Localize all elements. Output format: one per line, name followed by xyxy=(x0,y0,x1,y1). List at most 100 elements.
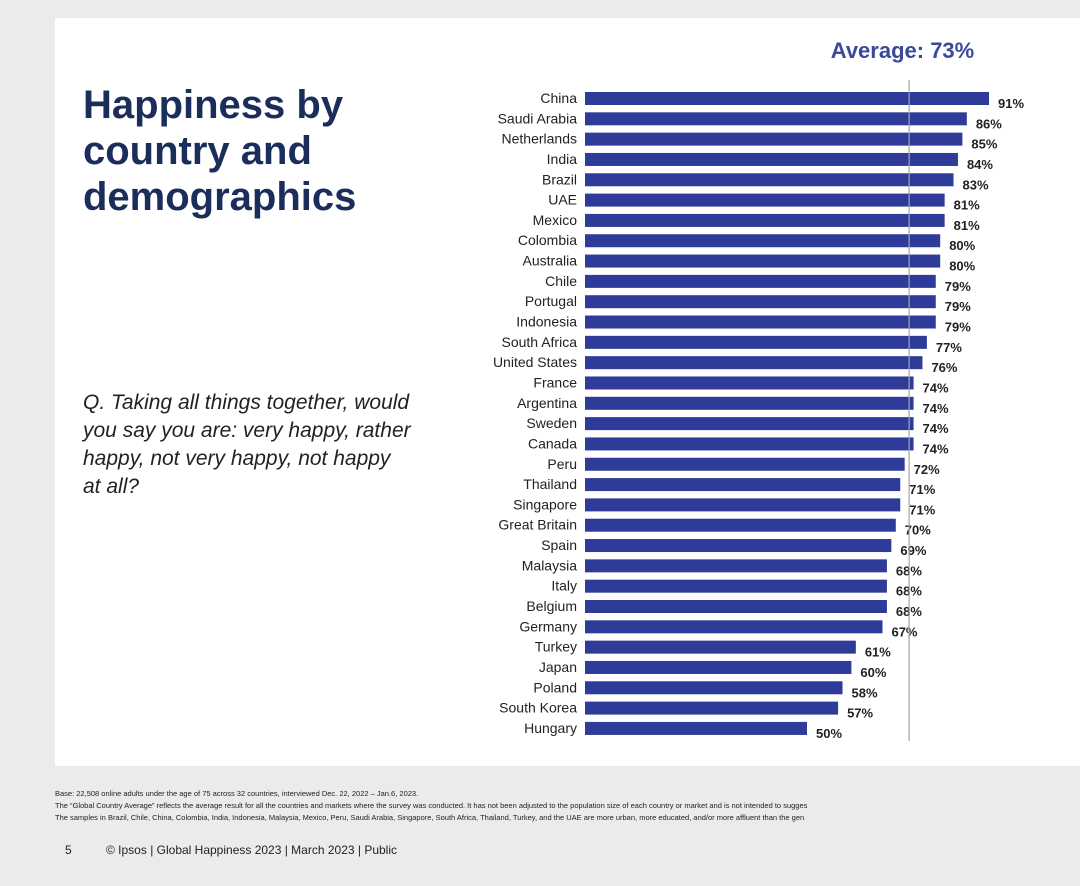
bar xyxy=(585,600,887,613)
category-label: India xyxy=(547,151,578,167)
category-label: Malaysia xyxy=(522,557,577,573)
bar xyxy=(585,234,941,248)
value-label: 83% xyxy=(963,177,989,192)
bar xyxy=(585,579,887,593)
category-label: Thailand xyxy=(523,476,577,492)
category-label: Germany xyxy=(519,618,577,634)
page-number: 5 xyxy=(65,843,72,857)
value-label: 84% xyxy=(967,157,993,172)
value-label: 80% xyxy=(949,238,975,253)
value-label: 79% xyxy=(945,299,971,314)
bar xyxy=(585,559,887,573)
base-note: Base: 22,508 online adults under the age… xyxy=(55,789,419,798)
category-label: Poland xyxy=(533,679,577,695)
average-note: The “Global Country Average” reflects th… xyxy=(55,801,808,810)
value-label: 67% xyxy=(891,624,917,639)
bar xyxy=(585,721,807,735)
category-label: Canada xyxy=(528,435,577,451)
category-label: Peru xyxy=(547,456,577,472)
category-label: Japan xyxy=(539,659,577,675)
bar xyxy=(585,518,896,532)
bar xyxy=(585,274,936,288)
value-label: 74% xyxy=(923,380,949,395)
value-label: 57% xyxy=(847,706,873,721)
category-label: Saudi Arabia xyxy=(498,110,578,126)
survey-question: Q. Taking all things together, would you… xyxy=(83,391,411,498)
value-label: 74% xyxy=(923,401,949,416)
bar xyxy=(585,539,892,553)
bar xyxy=(585,152,958,166)
bar xyxy=(585,213,945,227)
category-label: Singapore xyxy=(513,496,577,512)
category-label: China xyxy=(540,90,577,106)
value-label: 80% xyxy=(949,259,975,274)
copyright-text: © Ipsos | Global Happiness 2023 | March … xyxy=(106,843,398,857)
category-label: Australia xyxy=(523,253,578,269)
bar xyxy=(585,396,914,410)
bar xyxy=(585,315,936,329)
bar xyxy=(585,640,856,654)
value-label: 60% xyxy=(860,665,886,680)
value-label: 58% xyxy=(852,685,878,700)
bar xyxy=(585,437,914,451)
bar xyxy=(585,660,852,674)
value-label: 77% xyxy=(936,340,962,355)
value-label: 86% xyxy=(976,116,1002,131)
category-label: Hungary xyxy=(524,720,577,736)
bar xyxy=(585,498,901,512)
category-label: UAE xyxy=(548,192,577,208)
category-label: Netherlands xyxy=(502,131,578,147)
category-label: Spain xyxy=(541,537,577,553)
bar xyxy=(585,173,954,187)
bar xyxy=(585,356,923,370)
category-label: Italy xyxy=(551,578,577,594)
footer-notes: Base: 22,508 online adults under the age… xyxy=(55,788,1080,824)
bar xyxy=(585,295,936,309)
value-label: 81% xyxy=(954,218,980,233)
value-label: 79% xyxy=(945,320,971,335)
bar xyxy=(585,193,945,207)
category-label: Chile xyxy=(545,273,577,289)
bar xyxy=(585,417,914,431)
category-label: Argentina xyxy=(517,395,577,411)
average-label: Average: 73% xyxy=(830,38,975,63)
value-label: 81% xyxy=(954,198,980,213)
bar xyxy=(585,112,967,126)
page-title: Happiness by country and demographics xyxy=(83,83,357,219)
category-label: Belgium xyxy=(526,598,577,614)
category-label: United States xyxy=(493,354,577,370)
bar xyxy=(585,92,990,105)
category-label: South Africa xyxy=(502,334,578,350)
value-label: 85% xyxy=(971,137,997,152)
value-label: 76% xyxy=(931,360,957,375)
sample-note: The samples in Brazil, Chile, China, Col… xyxy=(55,813,805,822)
bar xyxy=(585,335,927,349)
value-label: 71% xyxy=(909,502,935,517)
category-label: Brazil xyxy=(542,171,577,187)
category-label: Mexico xyxy=(533,212,578,228)
value-label: 70% xyxy=(905,523,931,538)
bar xyxy=(585,132,963,146)
category-label: Indonesia xyxy=(516,314,577,330)
bar xyxy=(585,457,905,471)
bar xyxy=(585,681,843,695)
value-label: 69% xyxy=(900,543,926,558)
value-label: 74% xyxy=(923,421,949,436)
value-label: 61% xyxy=(865,645,891,660)
value-label: 79% xyxy=(945,279,971,294)
value-label: 71% xyxy=(909,482,935,497)
value-label: 50% xyxy=(816,726,842,741)
category-label: Turkey xyxy=(535,639,577,655)
value-label: 72% xyxy=(914,462,940,477)
category-label: Portugal xyxy=(525,293,577,309)
category-label: France xyxy=(533,374,577,390)
category-label: Great Britain xyxy=(498,517,577,533)
bar xyxy=(585,254,941,268)
bar xyxy=(585,620,883,634)
category-label: Colombia xyxy=(518,232,577,248)
bar xyxy=(585,701,839,715)
bar xyxy=(585,478,901,492)
category-label: Sweden xyxy=(526,415,577,431)
bar xyxy=(585,376,914,390)
